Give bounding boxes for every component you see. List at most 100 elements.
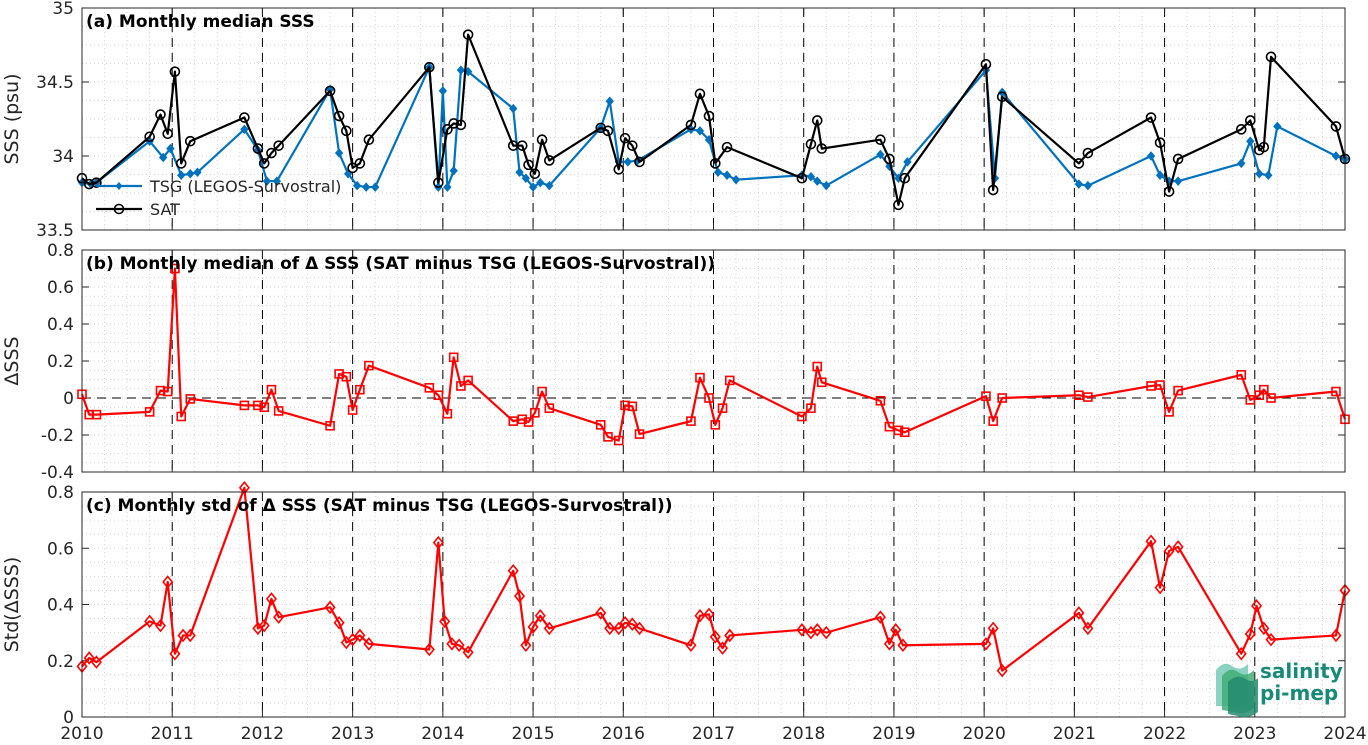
data-point xyxy=(252,143,264,154)
data-point xyxy=(605,96,614,106)
data-point xyxy=(722,170,732,180)
data-point xyxy=(890,623,902,637)
data-point xyxy=(523,417,534,427)
data-point xyxy=(543,621,555,636)
data-point xyxy=(1255,169,1264,179)
axes-frame xyxy=(81,249,1346,473)
data-point xyxy=(724,628,736,643)
data-point xyxy=(709,630,721,644)
salinity-pimep-logo: salinity pi-mep xyxy=(1216,659,1343,718)
data-point xyxy=(545,180,554,191)
series-0 xyxy=(77,263,1350,446)
data-point xyxy=(1083,180,1093,191)
data-point xyxy=(516,140,528,151)
data-point xyxy=(875,395,886,406)
data-point xyxy=(176,411,187,422)
data-point xyxy=(685,638,697,653)
legend: TSG (LEGOS-Survostral) SAT xyxy=(96,177,341,219)
data-point xyxy=(273,610,285,624)
y-tick-label: 0.8 xyxy=(47,483,74,503)
data-point xyxy=(1244,115,1256,126)
data-point xyxy=(1331,386,1341,397)
data-point xyxy=(1155,380,1165,390)
data-point xyxy=(987,621,999,636)
panel-a: 33.5 34 34.5 35 SSS (psu) TSG (LEGOS-Survostr… xyxy=(1,0,1351,241)
logo-waves-icon xyxy=(1216,663,1258,718)
data-point xyxy=(1173,176,1183,186)
data-point xyxy=(604,621,616,636)
data-point xyxy=(462,645,474,660)
y-axis-label: SSS (psu) xyxy=(1,73,23,164)
data-point xyxy=(170,263,180,274)
data-point xyxy=(523,159,534,171)
data-point xyxy=(716,641,729,655)
data-point xyxy=(997,393,1007,403)
data-point xyxy=(239,112,250,123)
y-tick-label: 0.8 xyxy=(47,241,74,261)
legend-marker xyxy=(115,182,123,190)
data-point xyxy=(1073,158,1085,169)
data-point xyxy=(347,405,358,415)
y-tick-label: 34 xyxy=(52,147,74,167)
data-point xyxy=(536,134,548,146)
data-point xyxy=(1164,407,1174,417)
data-point xyxy=(544,403,555,413)
data-point xyxy=(1258,141,1270,153)
data-point xyxy=(685,119,697,131)
data-point xyxy=(1246,136,1255,146)
data-point xyxy=(595,420,606,430)
x-tick-label: 2011 xyxy=(151,724,194,744)
panel-title: (b) Monthly median of Δ SSS (SAT minus T… xyxy=(86,254,715,274)
data-point xyxy=(423,642,435,657)
data-point xyxy=(613,621,625,636)
data-point xyxy=(258,158,270,169)
data-point xyxy=(816,143,828,154)
data-point xyxy=(324,85,336,97)
data-point xyxy=(90,655,102,669)
data-point xyxy=(1154,137,1166,148)
data-point xyxy=(536,177,545,188)
data-point xyxy=(634,156,645,168)
data-point xyxy=(443,182,452,192)
data-point xyxy=(885,161,894,172)
series-0 xyxy=(76,481,1351,678)
data-point xyxy=(341,371,352,382)
data-point xyxy=(797,411,807,422)
data-point xyxy=(710,158,721,169)
data-point xyxy=(262,176,272,186)
data-point xyxy=(884,421,895,432)
data-point xyxy=(1146,381,1156,391)
data-point xyxy=(91,177,102,188)
data-point xyxy=(1245,395,1256,405)
data-point xyxy=(1265,632,1277,647)
data-point xyxy=(717,403,728,413)
data-point xyxy=(184,628,196,643)
data-point xyxy=(724,375,735,386)
legend-label: TSG (LEGOS-Survostral) xyxy=(149,177,341,196)
data-point xyxy=(980,58,992,70)
data-point xyxy=(185,394,196,404)
y-tick-label: 0.2 xyxy=(47,652,74,672)
data-point xyxy=(602,125,614,137)
data-point xyxy=(193,167,202,178)
data-point xyxy=(448,118,459,129)
data-point xyxy=(433,390,444,401)
data-point xyxy=(1163,186,1175,197)
data-point xyxy=(897,638,909,653)
data-point xyxy=(333,110,345,122)
data-point xyxy=(695,126,705,136)
data-point xyxy=(1235,646,1247,661)
data-point xyxy=(544,155,555,166)
data-point xyxy=(1082,147,1094,159)
data-point xyxy=(433,177,444,188)
data-point xyxy=(438,86,448,96)
data-point xyxy=(362,182,371,192)
data-point xyxy=(453,638,465,653)
data-point xyxy=(449,166,458,176)
data-point xyxy=(424,61,435,73)
y-axis-label: Std(ΔSSS) xyxy=(1,557,23,653)
data-point xyxy=(987,184,999,196)
data-point xyxy=(903,157,912,167)
data-point xyxy=(177,628,189,643)
axes-frame xyxy=(81,7,1346,231)
